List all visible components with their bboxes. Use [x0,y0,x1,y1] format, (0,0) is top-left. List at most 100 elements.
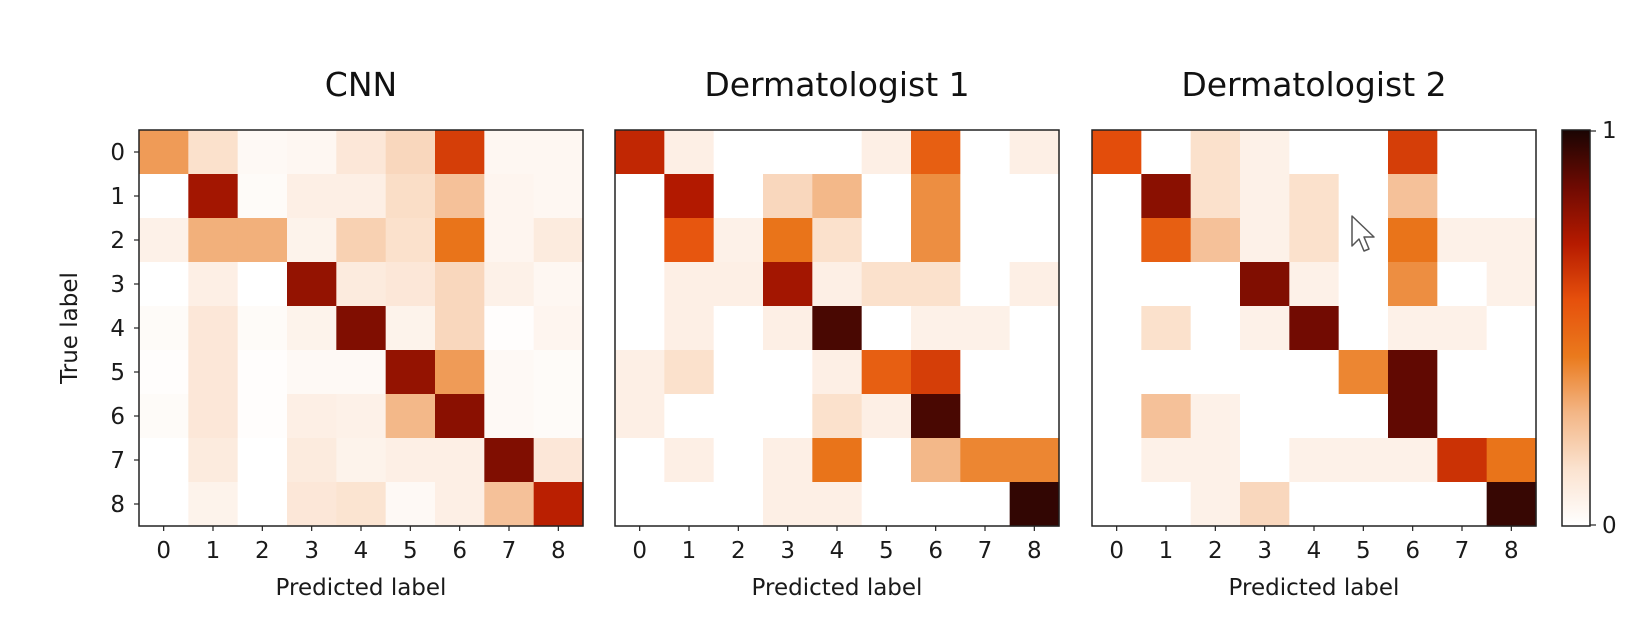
heatmap-cell [1289,438,1340,483]
heatmap-cell [188,438,239,483]
heatmap-cell [1009,130,1060,175]
heatmap-cell [1240,218,1290,263]
heatmap-cell [237,262,288,307]
heatmap-cell [615,350,665,395]
heatmap-cell [1190,482,1241,527]
heatmap-cell [664,306,715,351]
heatmap-cell [1141,394,1192,439]
heatmap-cell [763,218,813,263]
heatmap-cell [960,174,1011,219]
heatmap-cell [484,350,535,395]
heatmap-cell [1141,130,1192,175]
heatmap-cell [1190,394,1241,439]
heatmap-cell [812,174,863,219]
heatmap-cell [484,218,535,263]
heatmap-cell [1009,350,1060,395]
heatmap-cell [287,130,337,175]
heatmap-cell [1092,218,1142,263]
heatmap-cell [1240,438,1290,483]
heatmap-cell [1141,438,1192,483]
heatmap-cell [1240,350,1290,395]
heatmap-cell [713,306,764,351]
heatmap-cell [385,262,436,307]
heatmap-cell [484,482,535,527]
heatmap-cell [1092,438,1142,483]
heatmap-cell [1009,438,1060,483]
heatmap-cell [615,482,665,527]
heatmap-cell [435,174,485,219]
heatmap-cell [237,174,288,219]
heatmap-cell [664,438,715,483]
heatmap-cell [664,130,715,175]
heatmap-cell [960,218,1011,263]
heatmap-cell [1141,218,1192,263]
heatmap-cell [1338,262,1389,307]
heatmap-cell [713,262,764,307]
heatmap-cell [336,130,387,175]
heatmap-cell [812,130,863,175]
heatmap-cell [385,130,436,175]
y-tick-label: 6 [110,404,125,430]
heatmap-cell [1338,174,1389,219]
heatmap-cell [713,218,764,263]
heatmap-cell [1437,218,1488,263]
heatmap-cell [861,306,912,351]
heatmap-cell [812,350,863,395]
heatmap-cell [1486,438,1537,483]
x-tick-label: 5 [879,538,894,564]
heatmap-cell [615,306,665,351]
heatmap-cell [763,394,813,439]
heatmap-cell [861,130,912,175]
x-tick-label: 8 [1504,538,1519,564]
heatmap-cell [385,438,436,483]
y-tick-label: 2 [110,228,125,254]
heatmap-cell [911,394,961,439]
heatmap-cell [484,306,535,351]
cnn-x-axis-label: Predicted label [276,575,447,601]
heatmap-cell [1141,350,1192,395]
heatmap-cell [1486,174,1537,219]
heatmap-cell [763,130,813,175]
heatmap-cell [664,262,715,307]
heatmap-cell [1009,306,1060,351]
heatmap-cell [615,438,665,483]
heatmap-cell [1092,262,1142,307]
dermatologist-1-heatmap-cells [615,130,1060,527]
heatmap-cell [1388,174,1438,219]
heatmap-cell [336,174,387,219]
x-tick-label: 7 [502,538,517,564]
heatmap-cell [237,482,288,527]
heatmap-cell [533,130,584,175]
heatmap-cell [188,394,239,439]
heatmap-cell [139,130,189,175]
x-tick-label: 4 [1307,538,1322,564]
heatmap-cell [139,306,189,351]
heatmap-cell [1437,350,1488,395]
heatmap-cell [287,174,337,219]
heatmap-cell [713,482,764,527]
x-tick-label: 3 [780,538,795,564]
x-tick-label: 3 [1257,538,1272,564]
heatmap-cell [1437,394,1488,439]
heatmap-cell [435,306,485,351]
x-tick-label: 8 [551,538,566,564]
heatmap-cell [1486,262,1537,307]
heatmap-cell [139,438,189,483]
heatmap-cell [237,218,288,263]
heatmap-cell [1289,394,1340,439]
heatmap-cell [911,262,961,307]
heatmap-cell [1338,130,1389,175]
heatmap-cell [1240,262,1290,307]
heatmap-cell [1092,394,1142,439]
heatmap-cell [713,394,764,439]
heatmap-cell [385,394,436,439]
x-tick-label: 4 [830,538,845,564]
heatmap-cell [911,482,961,527]
heatmap-cell [763,350,813,395]
heatmap-cell [1486,394,1537,439]
heatmap-cell [385,482,436,527]
heatmap-cell [484,394,535,439]
heatmap-cell [713,350,764,395]
heatmap-cell [960,482,1011,527]
